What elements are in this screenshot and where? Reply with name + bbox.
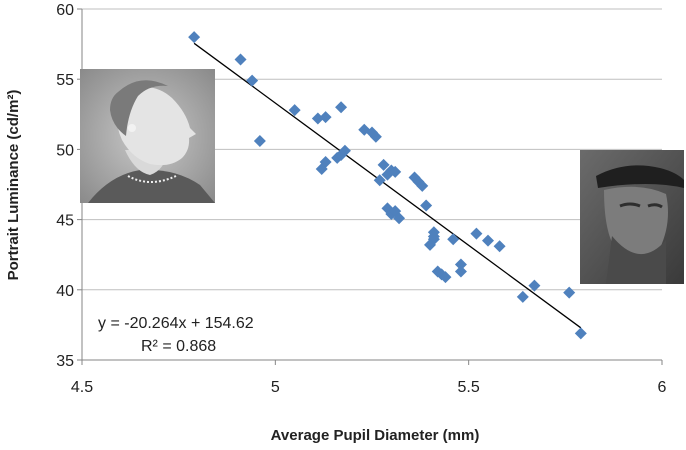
- data-point: [288, 104, 301, 117]
- trendline-line: [193, 42, 582, 329]
- data-point: [188, 31, 201, 44]
- data-point: [574, 327, 587, 340]
- data-point: [369, 130, 382, 143]
- data-point: [338, 144, 351, 157]
- x-tick-label: 5: [271, 379, 280, 396]
- y-tick-label: 60: [56, 2, 74, 19]
- data-point: [454, 265, 467, 278]
- r-squared-label: R² = 0.868: [141, 338, 216, 355]
- data-point: [493, 240, 506, 253]
- data-point: [420, 199, 433, 212]
- y-tick-label: 55: [56, 72, 74, 89]
- data-point: [319, 156, 332, 169]
- x-tick-label: 4.5: [71, 379, 93, 396]
- data-point: [393, 212, 406, 225]
- y-tick-label: 50: [56, 142, 74, 159]
- y-axis-title: Portrait Luminance (cd/m²): [5, 90, 22, 281]
- portrait-woman-image: [80, 69, 215, 203]
- data-point: [416, 179, 429, 192]
- data-point: [427, 230, 440, 243]
- portrait-man-image: [580, 150, 684, 284]
- data-point: [447, 233, 460, 246]
- data-point: [528, 279, 541, 292]
- data-point: [377, 158, 390, 171]
- y-tick-label: 35: [56, 353, 74, 370]
- data-point: [373, 174, 386, 187]
- data-point: [470, 227, 483, 240]
- y-tick-label: 40: [56, 283, 74, 300]
- data-points: [188, 31, 587, 340]
- data-point: [439, 271, 452, 284]
- data-point: [319, 111, 332, 124]
- x-tick-label: 5.5: [458, 379, 480, 396]
- x-axis-title: Average Pupil Diameter (mm): [271, 427, 480, 444]
- trendline: [193, 42, 582, 329]
- data-point: [389, 165, 402, 178]
- data-point: [335, 101, 348, 114]
- equation-label: y = -20.264x + 154.62: [98, 315, 254, 332]
- data-point: [253, 134, 266, 147]
- data-point: [482, 234, 494, 247]
- data-point: [563, 286, 576, 299]
- x-tick-label: 6: [658, 379, 667, 396]
- y-tick-label: 45: [56, 213, 74, 230]
- data-point: [454, 258, 467, 271]
- data-point: [516, 290, 529, 303]
- data-point: [311, 112, 324, 125]
- data-point: [234, 53, 247, 66]
- data-point: [246, 74, 259, 87]
